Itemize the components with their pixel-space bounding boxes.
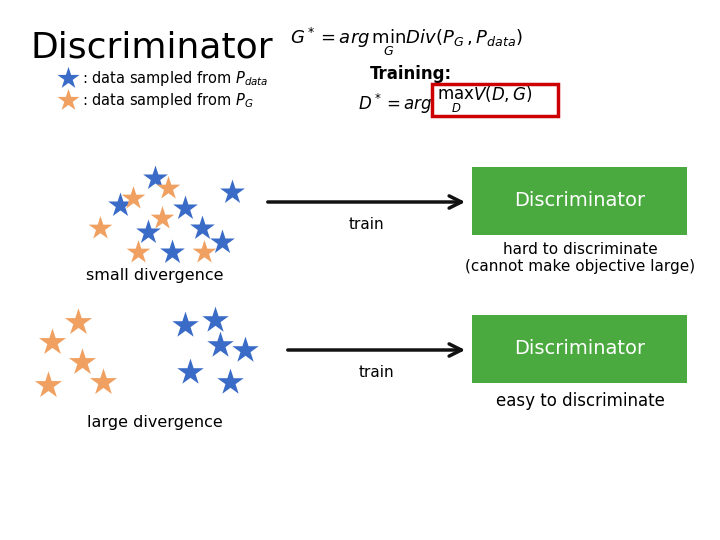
Text: train: train: [348, 217, 384, 232]
Point: [143, 228, 154, 237]
Point: [156, 214, 168, 222]
Point: [97, 377, 109, 386]
Text: : data sampled from $P_{data}$: : data sampled from $P_{data}$: [82, 69, 269, 87]
Text: large divergence: large divergence: [87, 415, 223, 430]
Text: Training:: Training:: [370, 65, 452, 83]
Point: [72, 318, 84, 326]
Point: [94, 224, 106, 232]
Text: $D^* = arg$: $D^* = arg$: [358, 92, 432, 116]
Point: [215, 341, 226, 349]
Text: train: train: [358, 365, 394, 380]
Point: [166, 248, 178, 256]
Point: [197, 224, 208, 232]
Point: [179, 204, 191, 212]
Text: Discriminator: Discriminator: [514, 340, 645, 359]
Point: [46, 338, 58, 346]
Point: [76, 357, 88, 366]
Point: [198, 248, 210, 256]
Point: [114, 201, 126, 210]
Text: hard to discriminate
(cannot make objective large): hard to discriminate (cannot make object…: [465, 242, 695, 274]
Bar: [472, 167, 687, 235]
Point: [162, 184, 174, 192]
Point: [239, 346, 251, 354]
Point: [179, 321, 191, 329]
Bar: [432, 84, 558, 116]
Point: [226, 188, 238, 197]
Point: [184, 368, 196, 376]
Point: [224, 377, 235, 386]
Text: : data sampled from $P_G$: : data sampled from $P_G$: [82, 91, 253, 110]
Point: [210, 316, 221, 325]
Text: Discriminator: Discriminator: [30, 30, 273, 64]
Text: small divergence: small divergence: [86, 268, 224, 283]
Point: [62, 96, 73, 104]
Text: $\max_{D} V(D,G)$: $\max_{D} V(D,G)$: [437, 85, 532, 115]
Text: $G^* = arg\,\min_{G} Div(P_G, P_{data})$: $G^* = arg\,\min_{G} Div(P_G, P_{data})$: [290, 25, 523, 58]
Bar: [472, 315, 687, 383]
Text: Discriminator: Discriminator: [514, 192, 645, 211]
Point: [127, 194, 139, 202]
Point: [62, 73, 73, 82]
Point: [132, 248, 144, 256]
Point: [149, 174, 161, 183]
Point: [216, 238, 228, 246]
Point: [42, 381, 54, 389]
Text: easy to discriminate: easy to discriminate: [495, 392, 665, 410]
